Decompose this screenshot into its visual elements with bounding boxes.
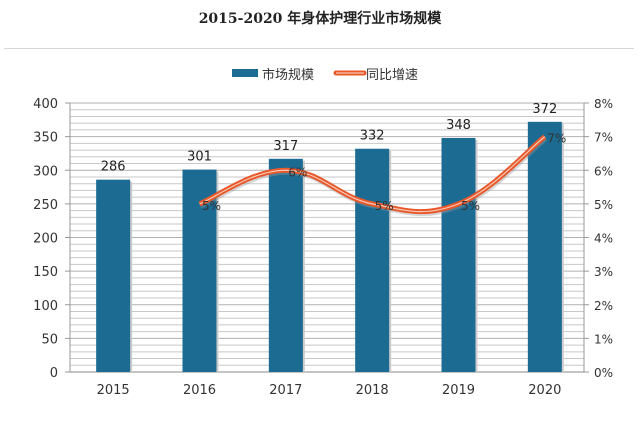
chart-title: 2015-2020 年身体护理行业市场规模 xyxy=(198,11,442,27)
left-tick-label: 300 xyxy=(33,164,58,179)
growth-line-highlight xyxy=(199,136,546,213)
bar-data-label: 372 xyxy=(532,102,557,117)
line-data-label: 6% xyxy=(288,165,307,179)
x-tick-label: 2018 xyxy=(356,383,389,398)
left-tick-label: 100 xyxy=(33,299,58,314)
right-tick-label: 1% xyxy=(594,332,613,346)
x-tick-label: 2015 xyxy=(97,383,130,398)
right-tick-label: 6% xyxy=(594,164,613,178)
x-tick-label: 2020 xyxy=(528,383,561,398)
legend-bar-swatch xyxy=(232,69,258,77)
bar xyxy=(355,148,390,372)
right-tick-label: 3% xyxy=(594,265,613,279)
left-tick-label: 50 xyxy=(41,332,58,347)
bar xyxy=(268,158,303,372)
x-tick-label: 2017 xyxy=(269,383,302,398)
chart-frame xyxy=(4,48,634,421)
x-tick-label: 2016 xyxy=(183,383,216,398)
legend-label: 同比增速 xyxy=(366,68,418,83)
left-tick-label: 0 xyxy=(50,366,58,381)
bar-data-label: 301 xyxy=(187,150,212,165)
bar-data-label: 317 xyxy=(273,139,298,154)
bar xyxy=(441,137,476,372)
line-data-label: 5% xyxy=(461,199,480,213)
left-tick-label: 200 xyxy=(33,232,58,247)
bar-data-label: 286 xyxy=(101,160,126,175)
left-tick-label: 350 xyxy=(33,131,58,146)
right-tick-label: 4% xyxy=(594,232,613,246)
bar xyxy=(96,179,131,372)
line-data-label: 5% xyxy=(202,199,221,213)
bar-data-label: 332 xyxy=(360,129,385,144)
bar-data-label: 348 xyxy=(446,118,471,133)
left-tick-label: 250 xyxy=(33,198,58,213)
right-tick-label: 8% xyxy=(594,97,613,111)
legend-label: 市场规模 xyxy=(262,67,314,83)
right-tick-label: 5% xyxy=(594,198,613,212)
line-data-label: 5% xyxy=(375,199,394,213)
right-tick-label: 0% xyxy=(594,366,613,380)
left-tick-label: 400 xyxy=(33,97,58,112)
right-tick-label: 7% xyxy=(594,131,613,145)
bar xyxy=(527,121,562,372)
right-tick-label: 2% xyxy=(594,299,613,313)
x-tick-label: 2019 xyxy=(442,383,475,398)
line-data-label: 7% xyxy=(547,132,566,146)
left-tick-label: 150 xyxy=(33,265,58,280)
